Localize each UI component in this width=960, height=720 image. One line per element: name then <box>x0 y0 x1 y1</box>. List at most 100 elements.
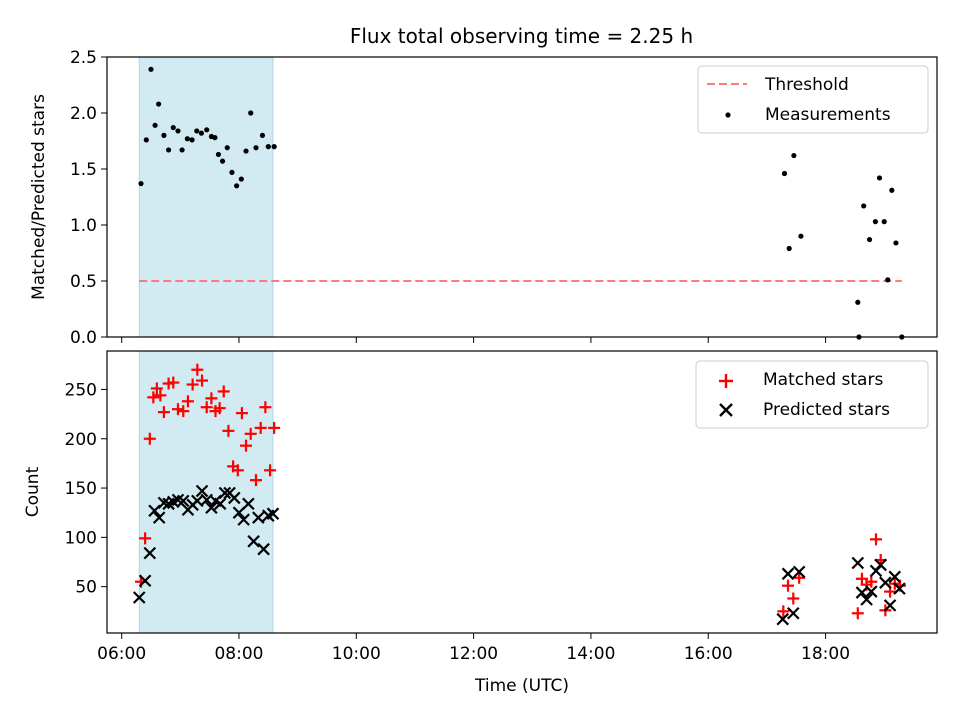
y-tick-label: 0.0 <box>70 328 97 348</box>
measurement-point <box>224 145 230 151</box>
top-y-axis-label: Matched/Predicted stars <box>29 94 49 300</box>
measurement-point <box>148 66 154 72</box>
y-tick-label: 200 <box>65 430 97 450</box>
predicted-star-point <box>138 574 152 588</box>
matched-star-point <box>196 374 209 387</box>
predicted-star-point <box>213 497 227 511</box>
matched-star-point <box>249 474 262 487</box>
matched-star-point <box>191 363 204 376</box>
predicted-star-point <box>893 582 906 595</box>
matched-star-point <box>167 376 180 389</box>
matched-star-point <box>200 401 213 414</box>
measurement-point <box>265 144 271 150</box>
y-tick-label: 1.5 <box>70 160 97 180</box>
matched-star-point <box>217 385 230 398</box>
top-x-ticks <box>121 337 827 343</box>
measurement-point <box>215 151 222 158</box>
predicted-star-point <box>257 542 270 556</box>
matched-star-point <box>150 382 163 395</box>
matched-star-point <box>235 407 248 420</box>
matched-star-point <box>240 439 253 452</box>
matched-star-point <box>782 579 795 592</box>
matched-star-point <box>213 402 226 415</box>
measurement-point <box>243 148 249 154</box>
top-axes-frame <box>106 56 938 338</box>
predicted-stars-points <box>132 484 906 626</box>
measurement-point <box>885 277 891 283</box>
predicted-star-point <box>152 511 166 524</box>
predicted-star-point <box>888 570 902 584</box>
matched-star-point <box>139 532 152 545</box>
legend-matched-swatch <box>719 374 733 388</box>
top-legend: Threshold Measurements <box>697 65 929 134</box>
matched-star-point <box>157 406 170 419</box>
measurement-point <box>798 233 804 239</box>
measurement-point <box>872 219 879 225</box>
measurement-point <box>161 132 167 138</box>
matched-star-point <box>869 533 882 546</box>
predicted-star-point <box>266 507 280 520</box>
measurement-point <box>194 128 200 134</box>
predicted-star-point <box>879 576 892 589</box>
measurement-point <box>889 187 895 193</box>
x-tick-label: 06:00 <box>97 644 146 664</box>
measurement-point <box>204 127 210 133</box>
predicted-star-point <box>781 567 795 581</box>
predicted-star-point <box>851 556 865 570</box>
matched-star-point <box>793 571 806 584</box>
measurement-point <box>152 122 158 128</box>
legend-measurements-swatch <box>725 112 731 118</box>
bottom-y-axis-label: Count <box>23 466 43 517</box>
x-tick-label: 18:00 <box>801 644 850 664</box>
measurement-point <box>259 132 266 138</box>
predicted-star-point <box>865 585 878 598</box>
measurement-point <box>170 124 176 131</box>
legend-predicted-label: Predicted stars <box>763 400 890 420</box>
measurement-point <box>791 152 797 159</box>
y-tick-label: 50 <box>75 578 97 598</box>
matched-star-point <box>147 391 160 404</box>
predicted-star-point <box>237 513 250 526</box>
matched-star-point <box>154 389 167 402</box>
measurement-point <box>855 299 861 305</box>
predicted-star-point <box>883 599 897 612</box>
matched-stars-points <box>135 363 907 620</box>
measurement-point <box>876 175 883 181</box>
measurement-point <box>212 135 218 141</box>
predicted-star-point <box>792 565 806 579</box>
matched-star-point <box>177 405 190 418</box>
predicted-star-point <box>176 494 190 508</box>
bottom-axes-frame <box>106 350 938 634</box>
x-tick-label: 16:00 <box>684 644 733 664</box>
bottom-legend-box <box>695 360 929 429</box>
matched-star-point <box>787 592 800 605</box>
matched-star-point <box>851 607 864 620</box>
y-tick-label: 2.0 <box>70 104 97 124</box>
measurement-point <box>143 137 149 143</box>
matched-star-point <box>777 605 790 618</box>
predicted-star-point <box>228 491 241 505</box>
measurement-point <box>179 147 185 153</box>
matched-star-point <box>254 421 267 434</box>
predicted-star-point <box>787 607 800 620</box>
x-tick-label: 12:00 <box>449 644 498 664</box>
matched-star-point <box>264 464 277 477</box>
measurement-point <box>253 145 259 151</box>
matched-star-point <box>171 403 184 416</box>
predicted-star-point <box>143 546 157 560</box>
measurement-point <box>198 130 205 136</box>
y-tick-label: 2.5 <box>70 48 97 68</box>
matched-star-point <box>231 464 244 477</box>
x-tick-label: 08:00 <box>214 644 263 664</box>
predicted-star-point <box>205 501 218 515</box>
measurement-point <box>138 180 144 187</box>
legend-threshold-label: Threshold <box>764 75 849 95</box>
bottom-y-axis: 50 100 150 200 250 <box>65 380 107 598</box>
top-panel: 0.0 0.5 1.0 1.5 2.0 2.5 Matched/Predicted sta… <box>29 48 938 348</box>
matched-star-point <box>205 392 218 405</box>
measurement-point <box>881 219 887 225</box>
y-tick-label: 150 <box>65 479 97 499</box>
measurement-point <box>786 245 792 252</box>
y-tick-label: 100 <box>65 528 97 548</box>
